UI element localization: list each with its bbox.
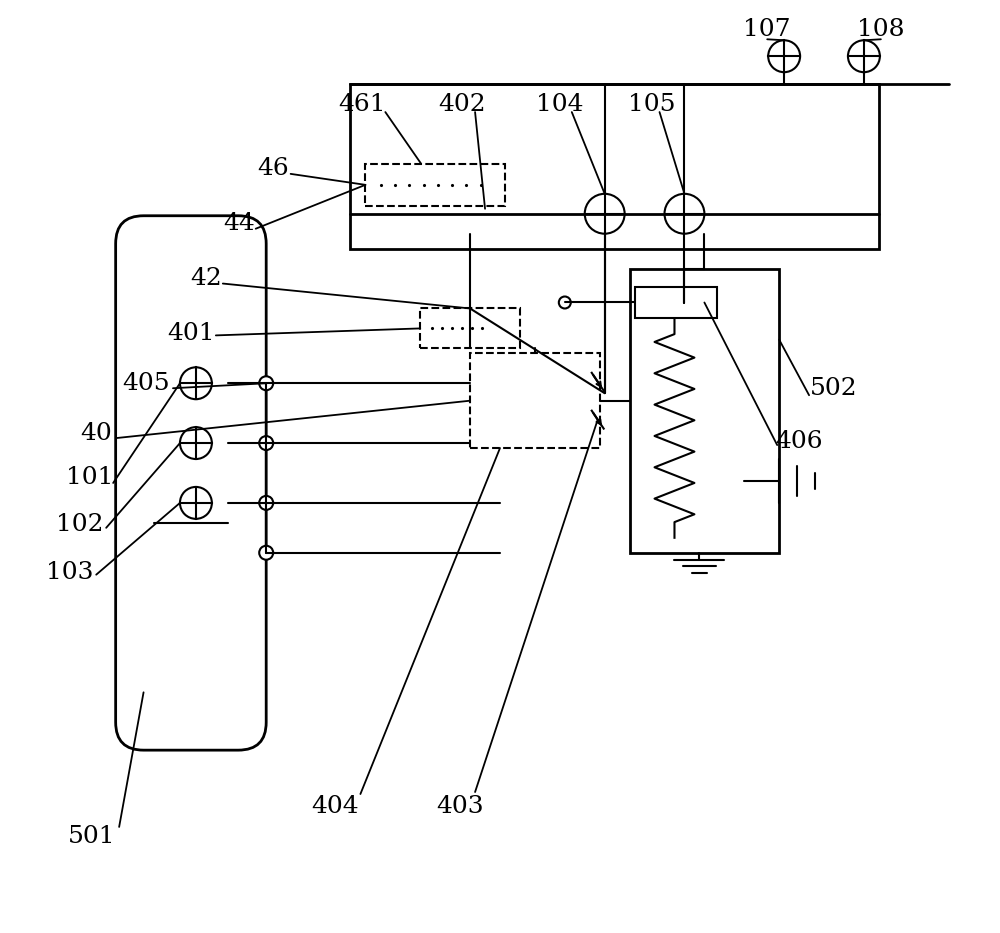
- Text: 107: 107: [743, 18, 791, 41]
- Bar: [365, 164, 505, 206]
- Text: 46: 46: [257, 158, 289, 180]
- Circle shape: [559, 297, 571, 309]
- Bar: [630, 269, 779, 552]
- Text: 102: 102: [56, 513, 103, 536]
- Text: 103: 103: [46, 561, 93, 584]
- Text: 502: 502: [810, 377, 858, 399]
- Circle shape: [768, 40, 800, 72]
- Circle shape: [665, 194, 704, 233]
- Text: 105: 105: [628, 92, 675, 116]
- FancyBboxPatch shape: [116, 216, 266, 750]
- Circle shape: [180, 487, 212, 519]
- Circle shape: [259, 496, 273, 509]
- Text: 404: 404: [312, 796, 359, 818]
- Circle shape: [848, 40, 880, 72]
- Text: 402: 402: [438, 92, 486, 116]
- Bar: [350, 84, 879, 249]
- Circle shape: [180, 427, 212, 459]
- Bar: [635, 286, 717, 318]
- Bar: [420, 309, 520, 348]
- Text: 40: 40: [80, 422, 112, 445]
- Text: 403: 403: [436, 796, 484, 818]
- Text: 406: 406: [775, 429, 823, 453]
- Text: 108: 108: [857, 18, 905, 41]
- Text: 44: 44: [223, 212, 255, 235]
- Circle shape: [180, 368, 212, 399]
- Text: 104: 104: [536, 92, 584, 116]
- Text: 501: 501: [67, 826, 115, 848]
- Circle shape: [259, 376, 273, 390]
- Bar: [470, 354, 600, 448]
- Text: 42: 42: [190, 267, 222, 290]
- Circle shape: [259, 546, 273, 560]
- Circle shape: [585, 194, 625, 233]
- Text: 101: 101: [66, 466, 113, 490]
- Circle shape: [259, 436, 273, 450]
- Text: 401: 401: [167, 322, 215, 345]
- Text: 405: 405: [122, 371, 170, 395]
- Text: 461: 461: [339, 92, 386, 116]
